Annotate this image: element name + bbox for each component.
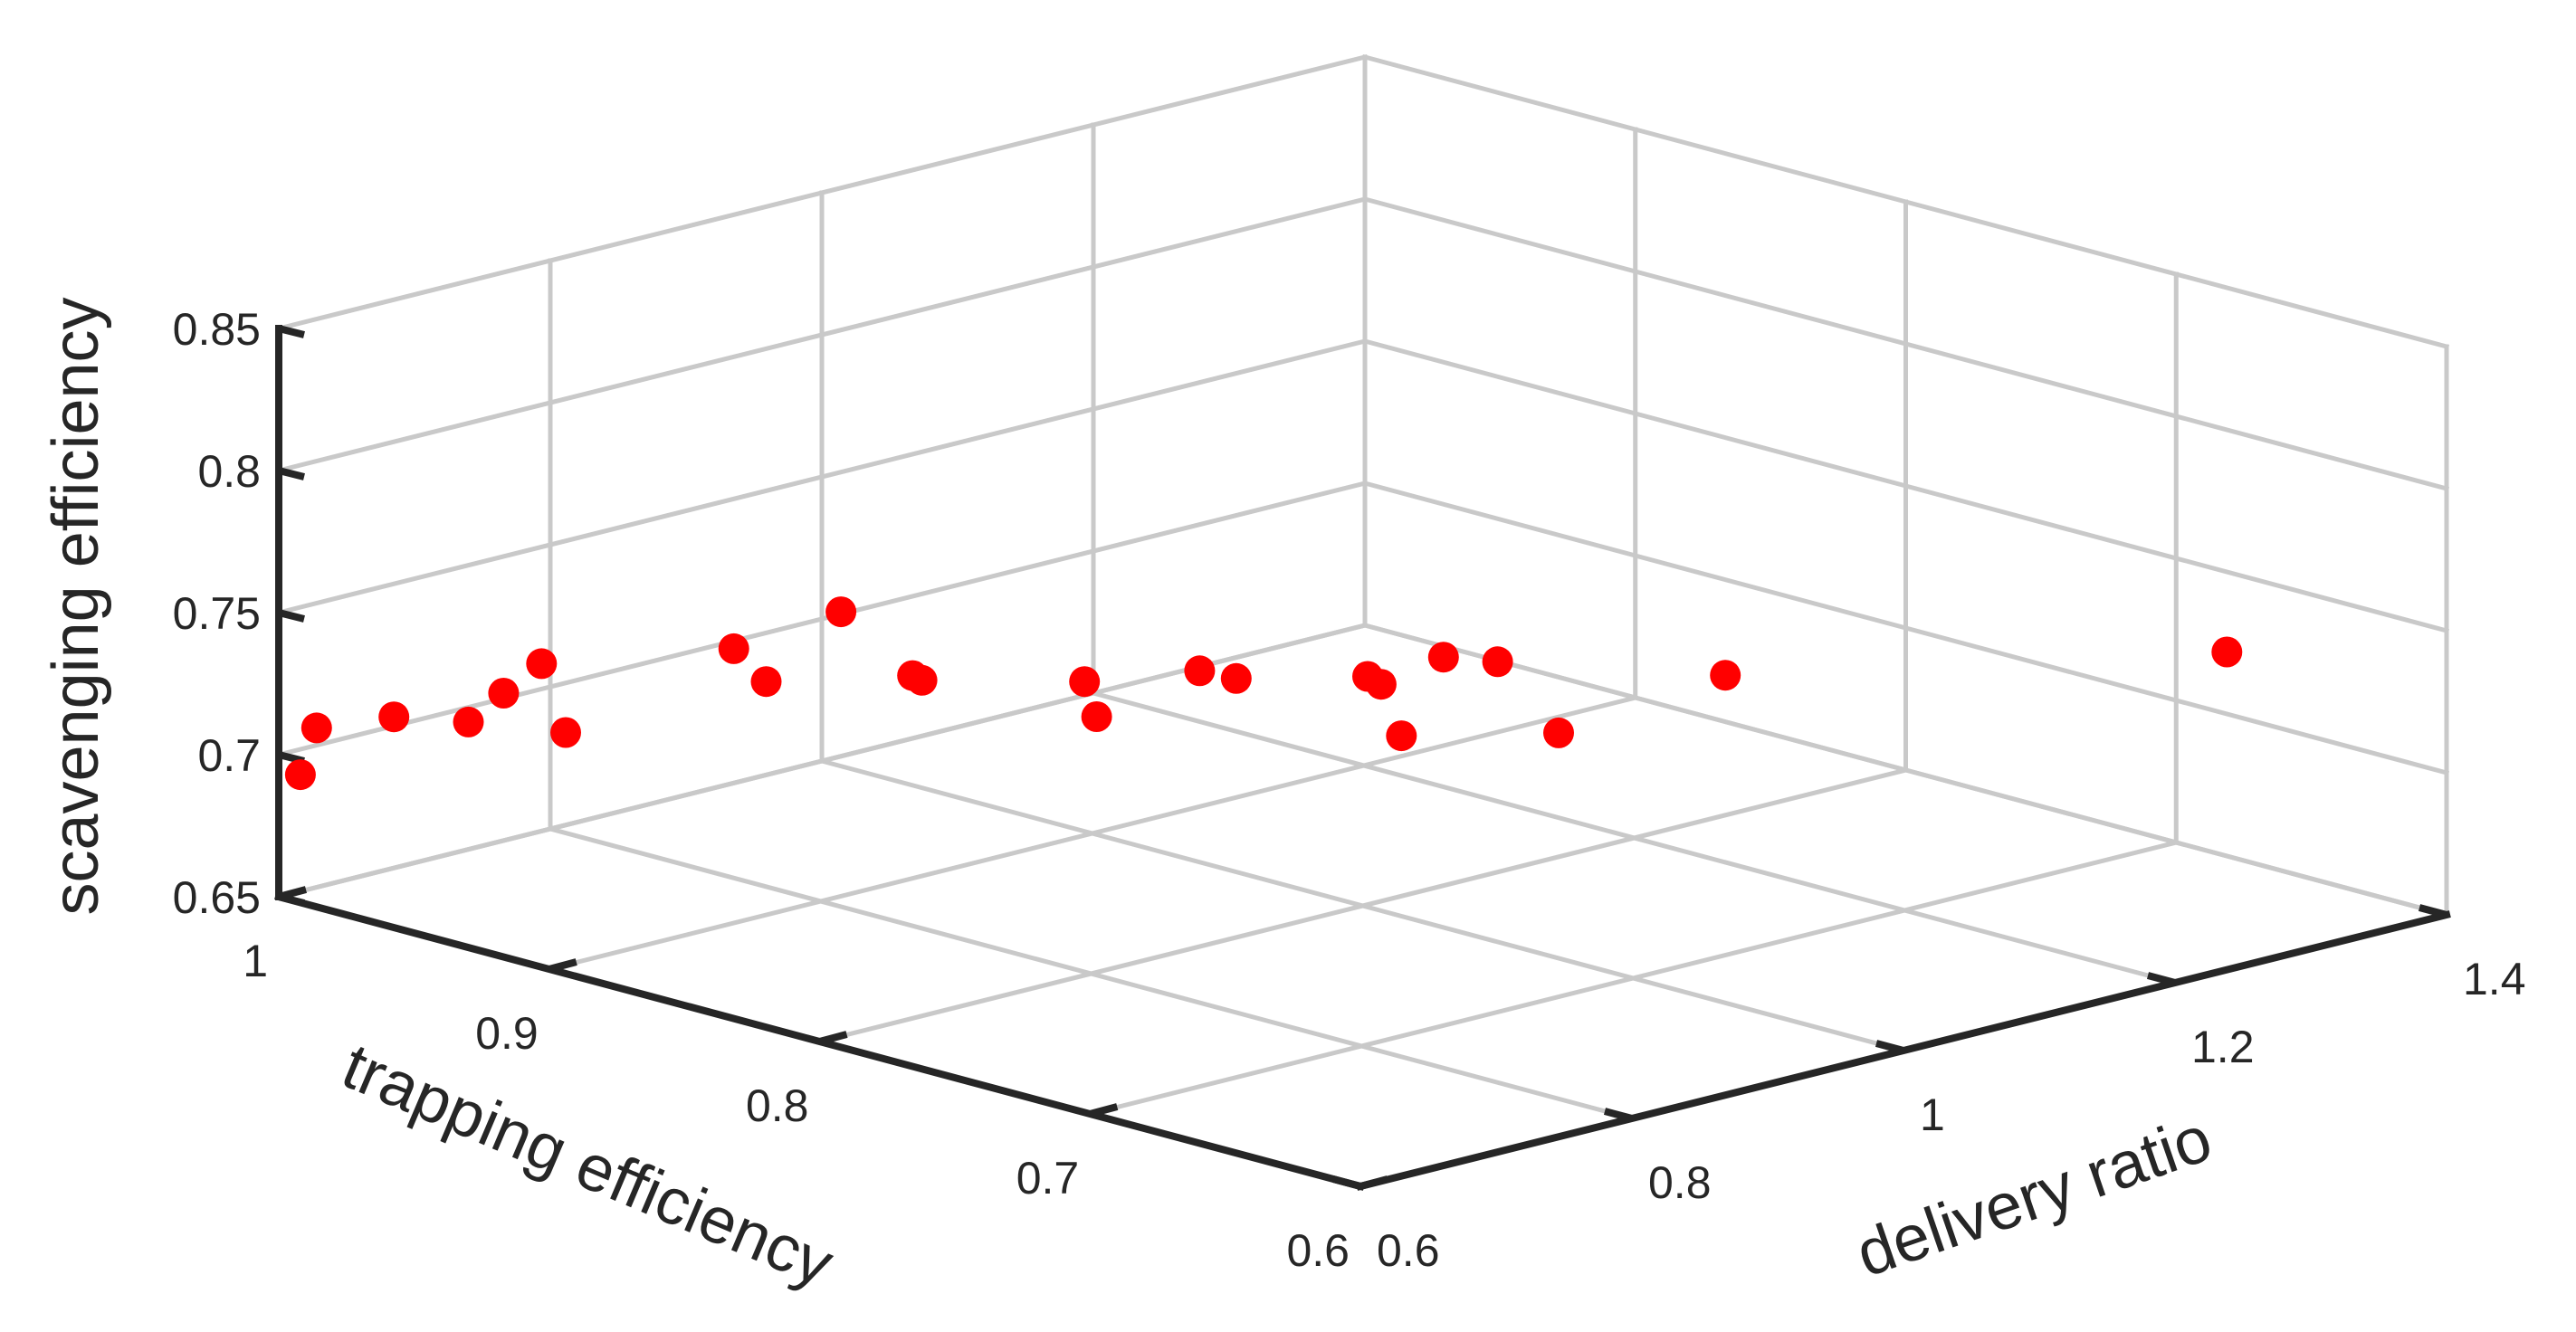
grid-layer [275,53,2450,1190]
y-axis-title: trapping efficiency [332,1030,843,1301]
x-tick-label: 0.6 [1377,1225,1440,1276]
x-axis-title: delivery ratio [1847,1102,2220,1291]
data-point [1427,642,1459,673]
data-point [1386,720,1417,752]
x-tick-mark [2146,972,2177,986]
data-point [1081,701,1112,732]
wall-gridline [1361,622,2450,918]
data-point [825,596,857,628]
x-tick-label: 1.2 [2191,1022,2255,1072]
x-tick-mark [1875,1040,1905,1054]
z-tick-mark [278,325,305,338]
floor-gridline [1087,839,2180,1118]
z-tick-mark [278,609,305,623]
data-point [550,717,581,748]
data-point [378,701,410,733]
data-point [750,666,782,698]
z-tick-label: 0.65 [173,872,261,923]
data-point [1220,662,1252,694]
data-point [906,664,938,696]
wall-gridline [1361,53,2450,350]
data-point [2211,636,2243,668]
data-point [1184,655,1216,687]
x-tick-mark [2418,904,2448,918]
data-point [1069,666,1101,698]
x-tick-label: 0.8 [1648,1157,1712,1208]
y-tick-label: 0.8 [746,1080,809,1131]
floor-gridline [546,694,1638,973]
y-tick-mark [818,1031,848,1045]
y-tick-label: 0.6 [1286,1225,1350,1276]
axis-layer [274,325,2451,1191]
z-axis-title: scavenging efficiency [40,297,112,915]
y-tick-label: 0.9 [475,1008,539,1059]
x-tick-label: 1.4 [2463,954,2526,1004]
y-tick-mark [1359,1175,1389,1190]
data-point [284,759,316,791]
x-tick-mark [1331,1175,1362,1190]
data-point [488,678,520,709]
wall-gridline [275,53,1369,332]
y-tick-label: 1 [243,936,268,986]
y-tick-label: 0.7 [1016,1153,1080,1204]
data-point [1710,660,1741,691]
z-tick-label: 0.8 [197,446,261,497]
z-tick-mark [278,467,305,480]
z-tick-label: 0.85 [173,304,261,355]
wall-gridline [275,338,1369,616]
data-point [453,706,484,737]
y-tick-mark [1089,1103,1119,1118]
data-point [1365,669,1397,700]
data-point [526,648,558,680]
z-tick-mark [278,893,305,907]
data-point [1543,717,1574,748]
z-tick-label: 0.75 [173,588,261,639]
label-layer: scavenging efficiency trapping efficienc… [40,297,2526,1300]
wall-gridline [1361,195,2450,492]
wall-gridline [1361,338,2450,634]
data-point [301,712,332,744]
wall-gridline [275,195,1369,474]
y-tick-mark [548,958,577,973]
point-layer [284,596,2243,791]
wall-gridline [1361,480,2450,776]
floor-gridline [816,766,1909,1045]
data-point [718,633,749,664]
z-tick-label: 0.7 [197,730,261,781]
wall-gridline [275,622,1369,900]
data-point [1482,646,1513,678]
x-tick-mark [1603,1108,1634,1122]
x-tick-label: 1 [1920,1089,1945,1140]
